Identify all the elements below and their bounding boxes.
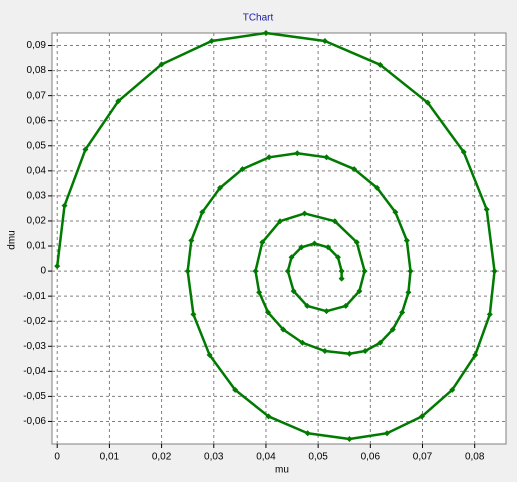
point <box>206 352 213 359</box>
point <box>265 413 272 420</box>
y-tick-label: 0,02 <box>27 216 47 227</box>
point <box>491 268 498 275</box>
point <box>389 326 396 333</box>
y-tick-label: 0,08 <box>27 65 47 76</box>
x-tick-label: 0,08 <box>465 452 485 463</box>
point <box>82 146 89 153</box>
y-tick-label: 0,09 <box>27 40 47 51</box>
point <box>351 166 358 173</box>
y-tick-label: -0,02 <box>23 316 46 327</box>
point <box>277 218 284 225</box>
y-tick-label: 0,06 <box>27 115 47 126</box>
point <box>304 302 311 309</box>
point <box>188 237 195 244</box>
point <box>208 38 215 45</box>
point <box>418 413 425 420</box>
point <box>392 209 399 216</box>
point <box>262 30 269 36</box>
x-axis-label: mu <box>275 465 289 476</box>
point <box>460 149 467 156</box>
point <box>294 150 301 157</box>
point <box>301 210 308 217</box>
y-tick-label: 0,07 <box>27 90 47 101</box>
y-tick-label: 0,04 <box>27 165 47 176</box>
point <box>374 184 381 191</box>
point <box>486 311 493 318</box>
point <box>346 435 353 442</box>
point <box>407 268 414 275</box>
point <box>338 268 345 275</box>
point <box>298 244 305 251</box>
x-tick-label: 0,02 <box>152 452 172 463</box>
point <box>232 386 239 393</box>
point <box>265 309 272 316</box>
point <box>158 61 165 68</box>
point <box>304 430 311 437</box>
y-tick-label: -0,05 <box>23 391 46 402</box>
point <box>284 268 291 275</box>
y-tick-label: -0,04 <box>23 366 46 377</box>
point <box>199 209 206 216</box>
point <box>361 268 368 275</box>
point <box>338 275 345 282</box>
point <box>405 289 412 296</box>
point <box>331 218 338 225</box>
point <box>290 288 297 295</box>
point <box>356 288 363 295</box>
point <box>256 289 263 296</box>
x-tick-label: 0,06 <box>361 452 381 463</box>
point <box>323 308 330 315</box>
point <box>399 309 406 316</box>
point <box>384 430 391 437</box>
point <box>321 38 328 45</box>
x-tick-label: 0,04 <box>256 452 276 463</box>
point <box>325 244 332 251</box>
point <box>334 254 341 261</box>
point <box>259 239 266 246</box>
x-tick-label: 0,03 <box>204 452 224 463</box>
point <box>190 311 197 318</box>
point <box>472 352 479 359</box>
y-axis-label: dmu <box>7 230 18 249</box>
x-tick-label: 0,05 <box>308 452 328 463</box>
point <box>266 154 273 161</box>
point <box>449 386 456 393</box>
point <box>424 99 431 106</box>
point <box>403 237 410 244</box>
plot-area <box>51 32 507 445</box>
point <box>184 268 191 275</box>
point <box>377 339 384 346</box>
point <box>280 326 287 333</box>
point <box>342 302 349 309</box>
x-tick-label: 0,07 <box>413 452 433 463</box>
point <box>299 339 306 346</box>
x-tick-label: 0 <box>54 452 60 463</box>
point <box>217 184 224 191</box>
y-tick-label: -0,03 <box>23 341 46 352</box>
point <box>115 98 122 105</box>
point <box>311 240 318 247</box>
point <box>353 239 360 246</box>
y-tick-label: 0,01 <box>27 241 47 252</box>
y-tick-label: -0,06 <box>23 416 46 427</box>
point <box>61 202 68 209</box>
series-line <box>55 31 496 441</box>
point <box>239 166 246 173</box>
point <box>377 61 384 68</box>
point <box>362 348 369 355</box>
chart-title: TChart <box>243 13 274 24</box>
y-tick-label: -0,01 <box>23 291 46 302</box>
x-tick-label: 0,01 <box>100 452 120 463</box>
point <box>252 268 259 275</box>
y-tick-label: 0 <box>40 266 46 277</box>
point <box>288 254 295 261</box>
y-tick-label: 0,05 <box>27 140 47 151</box>
point <box>323 154 330 161</box>
point <box>321 348 328 355</box>
point <box>346 350 353 357</box>
y-tick-label: 0,03 <box>27 191 47 202</box>
point <box>483 206 490 213</box>
point <box>54 263 61 270</box>
